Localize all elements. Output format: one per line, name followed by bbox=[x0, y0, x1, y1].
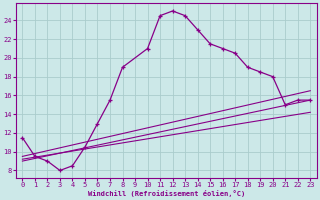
X-axis label: Windchill (Refroidissement éolien,°C): Windchill (Refroidissement éolien,°C) bbox=[88, 190, 245, 197]
